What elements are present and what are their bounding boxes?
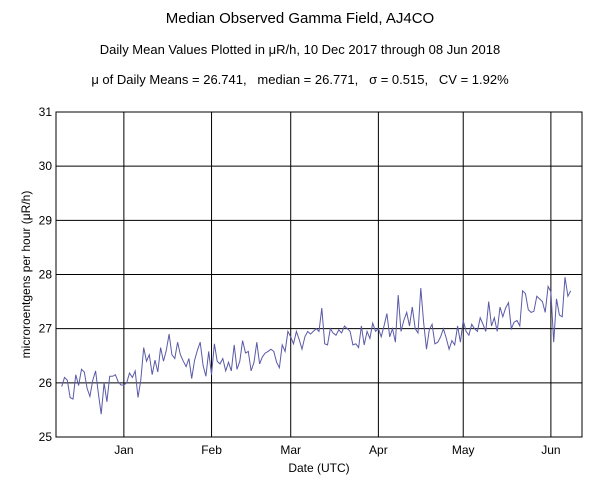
y-tick-label: 27: [39, 322, 53, 336]
y-tick-label: 29: [39, 213, 53, 227]
chart-stats-line: μ of Daily Means = 26.741, median = 26.7…: [91, 72, 509, 87]
series-line: [61, 277, 572, 415]
grid: [56, 111, 582, 438]
plot-frame: [55, 111, 583, 438]
chart-subtitle: Daily Mean Values Plotted in μR/h, 10 De…: [99, 42, 501, 57]
chart-title: Median Observed Gamma Field, AJ4CO: [165, 10, 435, 27]
x-tick-label: Mar: [280, 443, 301, 457]
x-axis: Jan Feb Mar Apr May Jun: [114, 443, 560, 457]
y-axis: 25 26 27 28 29 30 31: [39, 105, 53, 444]
y-tick-label: 30: [39, 159, 53, 173]
x-tick-label: Jan: [114, 443, 133, 457]
y-tick-label: 25: [39, 430, 53, 444]
x-axis-label: Date (UTC): [288, 461, 349, 475]
x-tick-label: Feb: [201, 443, 222, 457]
x-tick-label: Apr: [369, 443, 388, 457]
y-tick-label: 31: [39, 105, 53, 119]
data-series: [61, 277, 572, 415]
x-tick-label: May: [452, 443, 475, 457]
x-tick-label: Jun: [541, 443, 560, 457]
y-tick-label: 26: [39, 376, 53, 390]
y-tick-label: 28: [39, 268, 53, 282]
y-axis-label: microroentgens per hour (μR/h): [19, 191, 33, 359]
